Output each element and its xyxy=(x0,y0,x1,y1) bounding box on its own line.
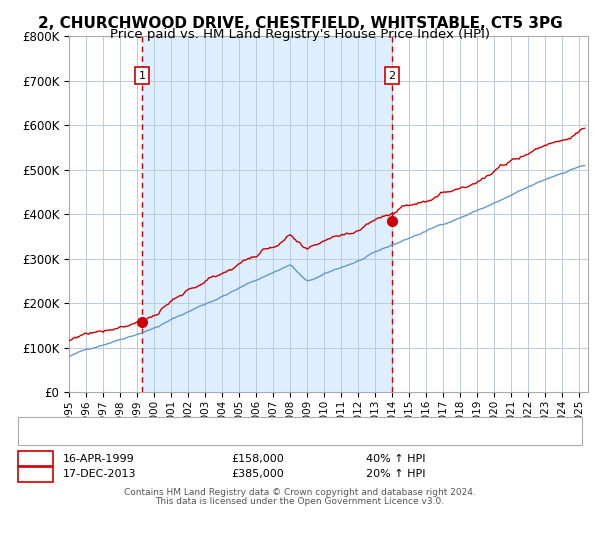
Text: 2, CHURCHWOOD DRIVE, CHESTFIELD, WHITSTABLE, CT5 3PG (detached house): 2, CHURCHWOOD DRIVE, CHESTFIELD, WHITSTA… xyxy=(69,421,485,431)
Text: Contains HM Land Registry data © Crown copyright and database right 2024.: Contains HM Land Registry data © Crown c… xyxy=(124,488,476,497)
Text: 17-DEC-2013: 17-DEC-2013 xyxy=(63,469,137,479)
Text: 2, CHURCHWOOD DRIVE, CHESTFIELD, WHITSTABLE, CT5 3PG: 2, CHURCHWOOD DRIVE, CHESTFIELD, WHITSTA… xyxy=(38,16,562,31)
Text: £385,000: £385,000 xyxy=(231,469,284,479)
Text: 40% ↑ HPI: 40% ↑ HPI xyxy=(366,454,425,464)
Text: HPI: Average price, detached house, Canterbury: HPI: Average price, detached house, Cant… xyxy=(69,432,321,442)
Text: 20% ↑ HPI: 20% ↑ HPI xyxy=(366,469,425,479)
Text: 1: 1 xyxy=(139,71,146,81)
Text: 2: 2 xyxy=(388,71,395,81)
Text: Price paid vs. HM Land Registry's House Price Index (HPI): Price paid vs. HM Land Registry's House … xyxy=(110,28,490,41)
Text: 2: 2 xyxy=(32,469,39,479)
Text: 16-APR-1999: 16-APR-1999 xyxy=(63,454,135,464)
Text: This data is licensed under the Open Government Licence v3.0.: This data is licensed under the Open Gov… xyxy=(155,497,445,506)
Bar xyxy=(142,36,392,392)
Text: 1: 1 xyxy=(32,454,39,464)
Text: £158,000: £158,000 xyxy=(231,454,284,464)
